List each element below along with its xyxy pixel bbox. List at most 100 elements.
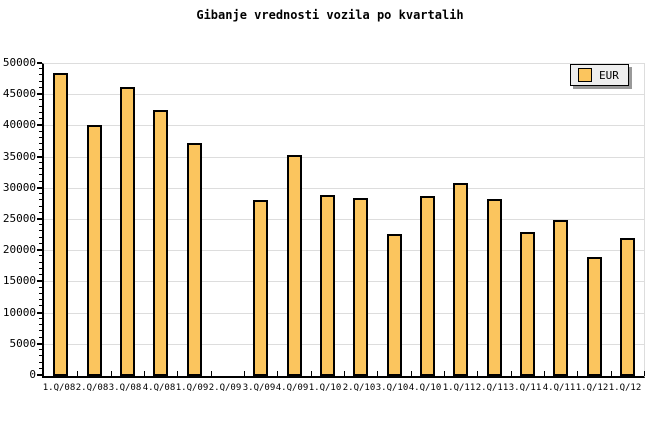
x-axis-label: 2.Q/08 (75, 383, 109, 393)
legend: EUR (570, 64, 629, 86)
y-axis-tick-minor (39, 293, 42, 294)
x-axis-label: 1.Q/11 (442, 383, 476, 393)
x-axis-tick (144, 371, 145, 376)
y-axis-tick-minor (39, 193, 42, 194)
y-axis-tick-major (37, 249, 42, 251)
bar (386, 234, 402, 376)
x-axis-tick (444, 371, 445, 376)
y-axis-tick-minor (39, 112, 42, 113)
y-axis-tick-minor (39, 137, 42, 138)
bar (286, 155, 302, 376)
y-axis-tick-minor (39, 274, 42, 275)
y-axis-tick-minor (39, 268, 42, 269)
x-axis-label: 3.Q/10 (375, 383, 409, 393)
x-axis-label: 2.Q/10 (342, 383, 376, 393)
y-axis-tick-minor (39, 131, 42, 132)
bar (119, 87, 135, 376)
x-axis-label: 4.Q/08 (142, 383, 176, 393)
x-axis-label: 3.Q/09 (242, 383, 276, 393)
y-axis-tick-minor (39, 181, 42, 182)
chart-title: Gibanje vrednosti vozila po kvartalih (196, 8, 464, 22)
bar (153, 110, 169, 376)
x-axis-label: 1.Q/10 (308, 383, 342, 393)
y-axis-tick-minor (39, 318, 42, 319)
bar (319, 195, 335, 376)
y-axis-tick-major (37, 187, 42, 189)
gridline (44, 250, 644, 252)
y-axis-tick-minor (39, 199, 42, 200)
gridline (44, 94, 644, 96)
x-axis-tick (244, 371, 245, 376)
y-axis-label: 25000 (2, 212, 36, 225)
y-axis-label: 30000 (2, 181, 36, 194)
y-axis-label: 10000 (2, 306, 36, 319)
x-axis-label: 4.Q/10 (408, 383, 442, 393)
y-axis-label: 40000 (2, 118, 36, 131)
bar (353, 198, 369, 376)
y-axis-tick-minor (39, 237, 42, 238)
x-axis-tick (477, 371, 478, 376)
bar (453, 183, 469, 376)
y-axis-tick-minor (39, 337, 42, 338)
y-axis-tick-minor (39, 349, 42, 350)
x-axis-tick (277, 371, 278, 376)
y-axis-label: 15000 (2, 274, 36, 287)
y-axis-tick-major (37, 93, 42, 95)
y-axis-tick-minor (39, 330, 42, 331)
x-axis-tick (511, 371, 512, 376)
y-axis-tick-minor (39, 255, 42, 256)
bar (486, 199, 502, 376)
x-axis-tick (77, 371, 78, 376)
y-axis-tick-minor (39, 243, 42, 244)
y-axis-label: 5000 (9, 337, 37, 350)
y-axis-tick-major (37, 62, 42, 64)
x-axis-tick (544, 371, 545, 376)
y-axis-label: 35000 (2, 150, 36, 163)
y-axis-tick-major (37, 280, 42, 282)
x-axis-tick (211, 371, 212, 376)
x-axis-label: 1.Q/09 (175, 383, 209, 393)
y-axis-tick-minor (39, 230, 42, 231)
y-axis-tick-minor (39, 143, 42, 144)
x-axis-label: 2.Q/11 (475, 383, 509, 393)
y-axis-tick-major (37, 374, 42, 376)
y-axis-tick-minor (39, 118, 42, 119)
bar (586, 257, 602, 376)
x-axis-tick (311, 371, 312, 376)
x-axis-tick (411, 371, 412, 376)
y-axis-tick-minor (39, 324, 42, 325)
y-axis-tick-minor (39, 262, 42, 263)
x-axis-tick (344, 371, 345, 376)
bar (553, 220, 569, 376)
gridline (44, 156, 644, 158)
y-axis-tick-minor (39, 224, 42, 225)
y-axis-tick-major (37, 156, 42, 158)
bar (53, 73, 69, 376)
x-axis-label: 4.Q/09 (275, 383, 309, 393)
x-axis-label: 4.Q/11 (542, 383, 576, 393)
x-axis-label: 3.Q/11 (508, 383, 542, 393)
gridline (44, 187, 644, 189)
y-axis-tick-minor (39, 206, 42, 207)
y-axis-tick-major (37, 218, 42, 220)
gridline (44, 125, 644, 127)
y-axis-tick-minor (39, 81, 42, 82)
y-axis-tick-minor (39, 355, 42, 356)
x-axis-label: 3.Q/08 (108, 383, 142, 393)
bar (419, 196, 435, 376)
plot-area (42, 63, 645, 378)
y-axis-label: 50000 (2, 56, 36, 69)
x-axis-tick (644, 371, 645, 376)
y-axis-tick-minor (39, 174, 42, 175)
y-axis-tick-minor (39, 299, 42, 300)
y-axis-tick-major (37, 343, 42, 345)
x-axis-label: 1.Q/12 (575, 383, 609, 393)
bar (519, 232, 535, 376)
y-axis-tick-minor (39, 106, 42, 107)
x-axis-tick (577, 371, 578, 376)
x-axis-label: 2.Q/09 (208, 383, 242, 393)
y-axis-tick-minor (39, 168, 42, 169)
x-axis-tick (377, 371, 378, 376)
x-axis-tick (177, 371, 178, 376)
